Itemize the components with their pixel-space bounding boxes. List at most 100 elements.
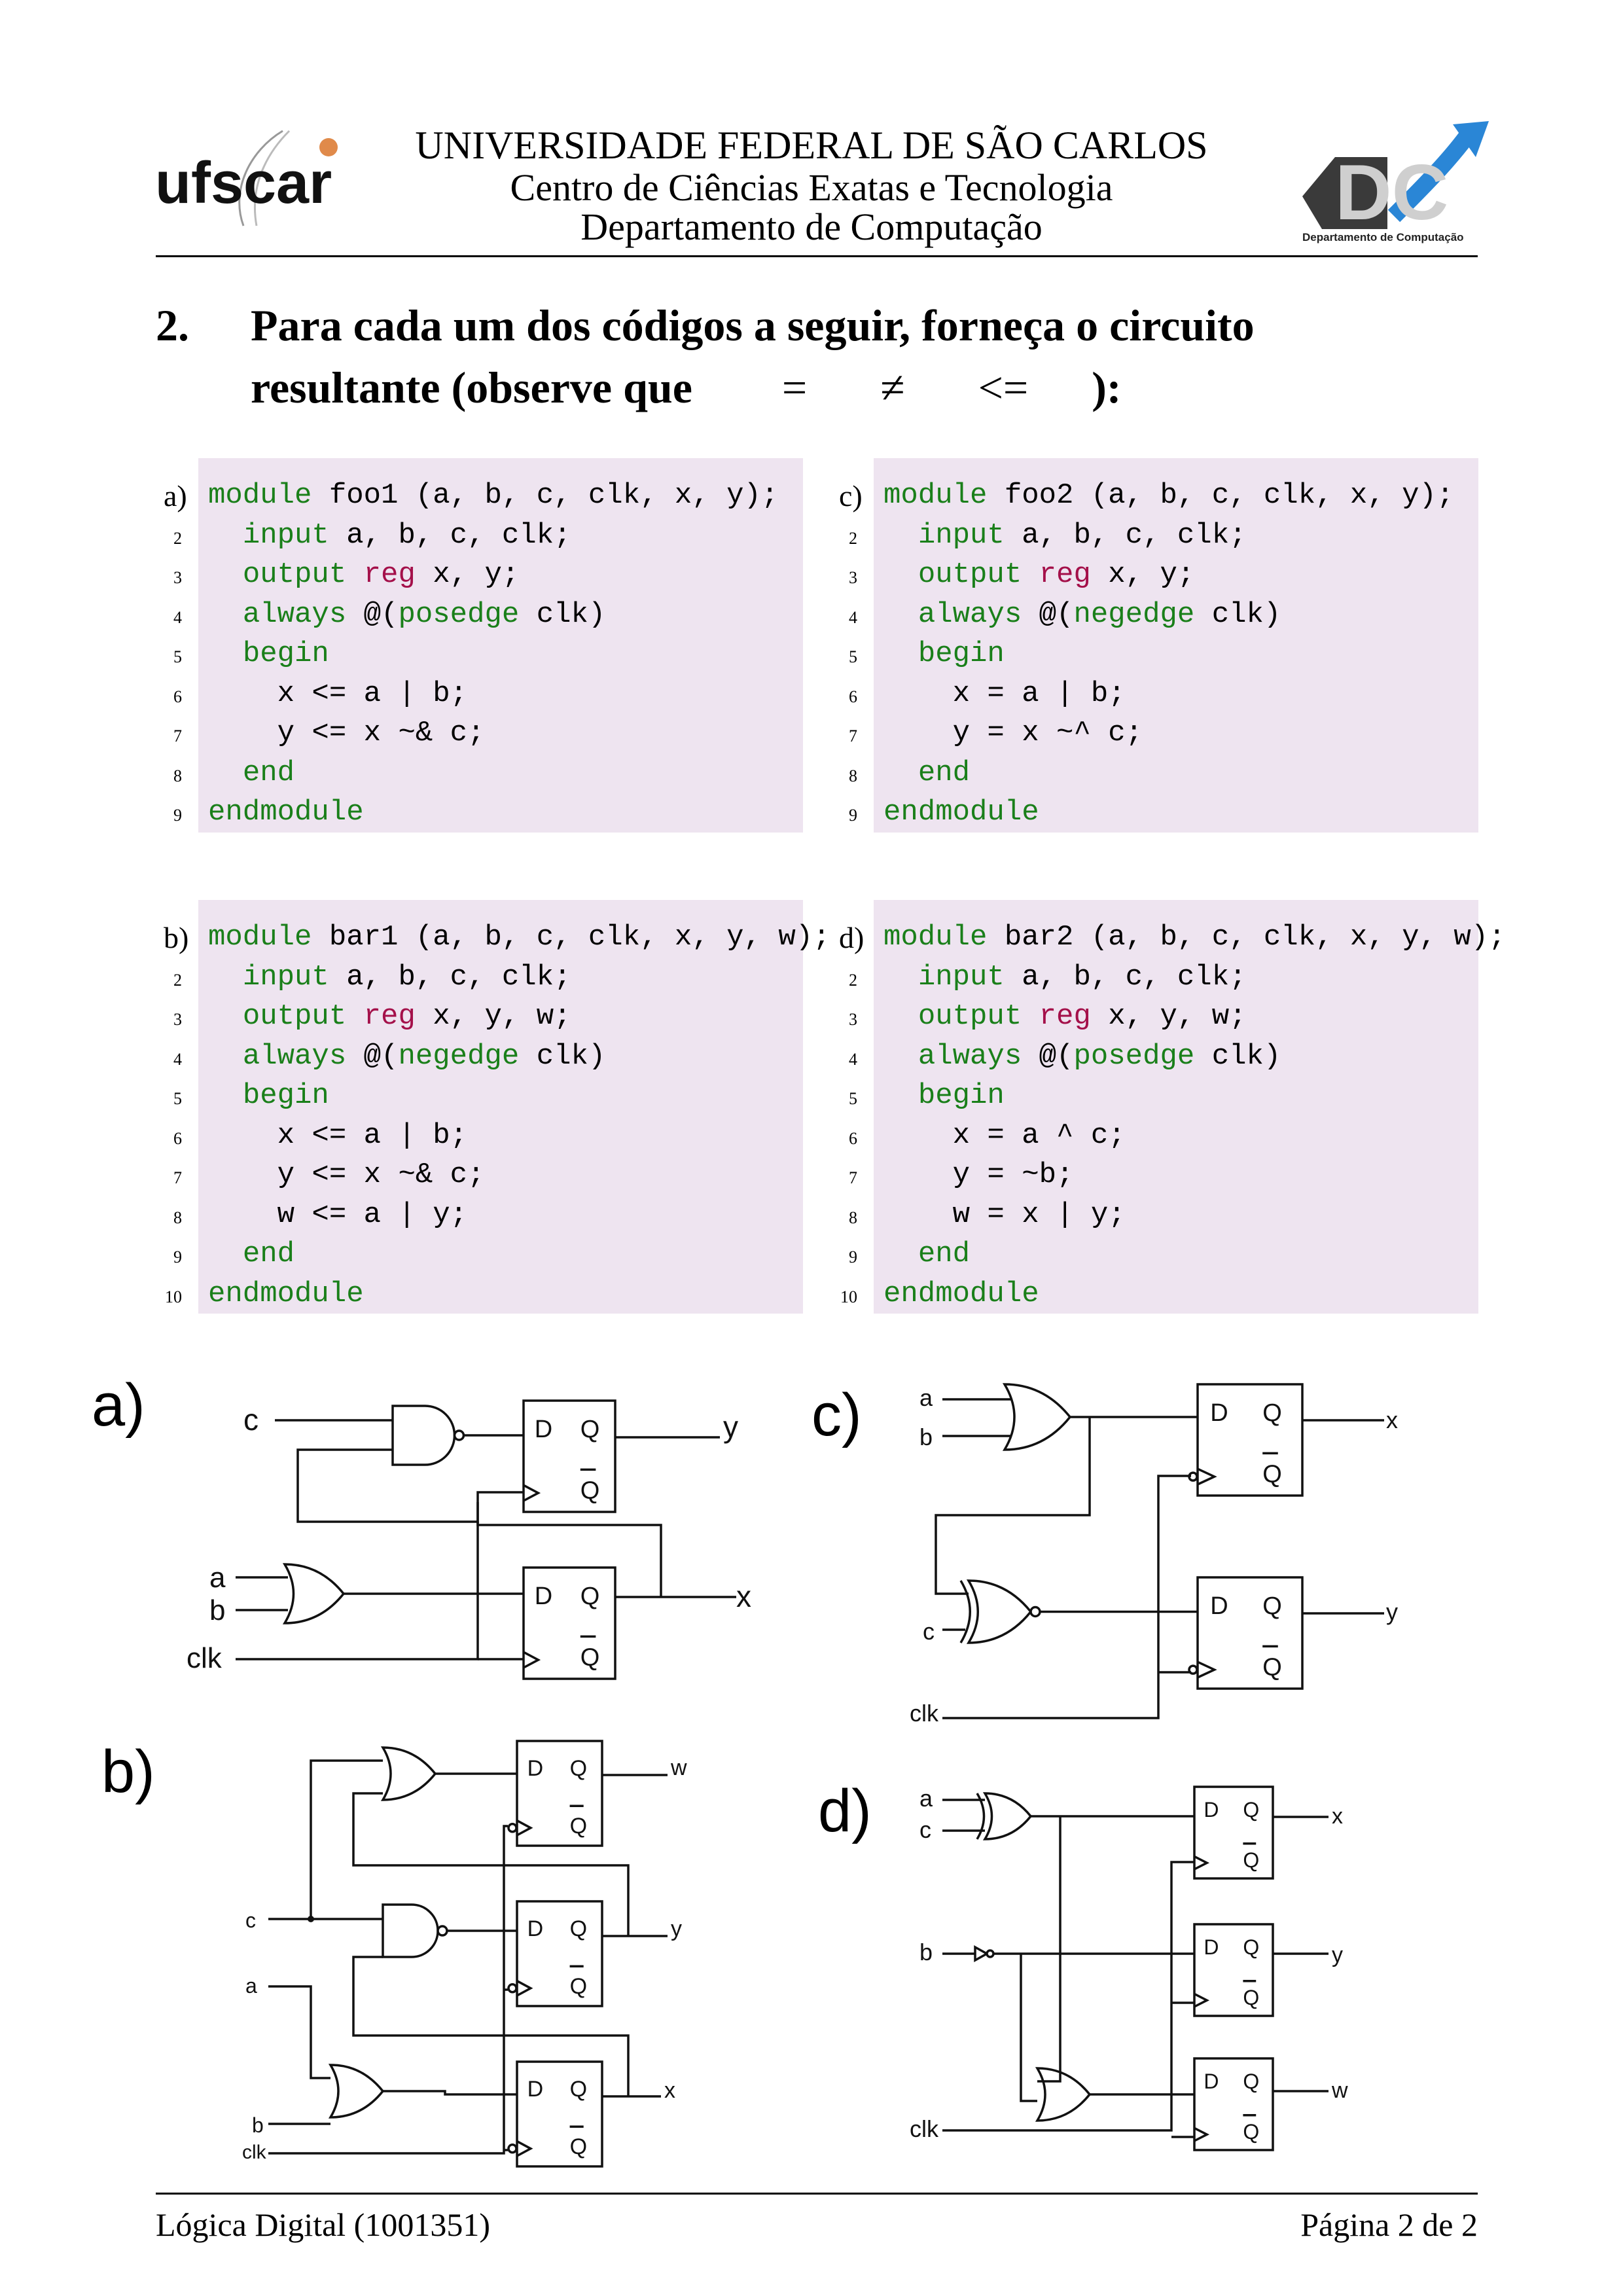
line-number: 7 <box>173 726 182 745</box>
code-line: endmodule <box>883 1277 1039 1310</box>
question-line-2: resultante (observe que = ≠ <= ): <box>251 357 1122 418</box>
or-gate <box>328 2064 385 2119</box>
ff-qbar-label: Q <box>580 1644 600 1672</box>
code-line: w <= a | y; <box>208 1198 468 1231</box>
wire <box>1037 1816 1061 2083</box>
flip-flop <box>1193 1785 1274 1880</box>
dc-logo-text: DC <box>1335 149 1448 236</box>
code-line: x <= a | b; <box>208 1119 468 1152</box>
gate-input-arc <box>959 1580 971 1643</box>
flip-flop <box>516 2060 603 2168</box>
line-number: 2 <box>173 970 182 990</box>
signal-label: x <box>736 1579 751 1613</box>
code-label-b: b) <box>164 921 189 954</box>
inversion-bubble <box>507 1823 518 1833</box>
inversion-bubble <box>1029 1605 1041 1618</box>
line-number: 8 <box>173 766 182 785</box>
inversion-bubble <box>986 1949 995 1958</box>
ff-d-label: D <box>1210 1592 1228 1620</box>
wire <box>476 1522 662 1597</box>
wire <box>352 1956 630 2096</box>
code-line: output reg x, y, w; <box>918 1000 1247 1033</box>
question-line-1: Para cada um dos códigos a seguir, forne… <box>251 300 1255 350</box>
line-number: 4 <box>173 1049 182 1069</box>
wire <box>935 1417 1091 1595</box>
circuit-label-d: d) <box>818 1778 872 1844</box>
question-line-2-suffix: ): <box>1092 363 1122 412</box>
signal-label: w <box>670 1755 687 1780</box>
signal-label: b <box>209 1594 225 1626</box>
code-label-a: a) <box>164 479 187 512</box>
wire <box>352 1792 630 1936</box>
signal-label: a <box>919 1384 933 1411</box>
wire <box>383 2090 517 2096</box>
signal-label: w <box>1331 2078 1348 2103</box>
code-line: end <box>918 1238 971 1270</box>
code-line: x = a | b; <box>883 677 1126 710</box>
symbol-not-equal: ≠ <box>880 363 905 412</box>
dc-logo: DC Departamento de Computação <box>1302 121 1489 243</box>
line-number: 4 <box>173 607 182 627</box>
center-name: Centro de Ciências Exatas e Tecnologia <box>510 166 1113 209</box>
signal-label: y <box>1332 1943 1343 1967</box>
line-number: 7 <box>849 726 857 745</box>
ff-q-label: Q <box>570 1756 587 1781</box>
code-line: x = a ^ c; <box>883 1119 1126 1152</box>
signal-label: clk <box>242 2142 267 2163</box>
flip-flop <box>516 1740 603 1847</box>
line-number: 7 <box>849 1168 857 1187</box>
wire <box>236 1502 479 1660</box>
ff-qbar-label: Q <box>1243 2120 1259 2144</box>
signal-label: a <box>209 1562 226 1594</box>
ufscar-logo-text: ufscar <box>155 151 332 216</box>
line-number: 8 <box>173 1208 182 1227</box>
code-line: endmodule <box>883 796 1039 829</box>
symbol-nonblocking: <= <box>978 363 1029 412</box>
signal-label: c <box>923 1618 935 1645</box>
ff-qbar-label: Q <box>570 1974 587 1999</box>
junction-dot <box>308 1916 314 1922</box>
wire <box>942 1861 1194 2132</box>
signal-label: y <box>671 1916 682 1941</box>
code-line: y <= x ~& c; <box>208 1158 485 1191</box>
circuit-label-c: c) <box>812 1382 862 1448</box>
line-number: 10 <box>840 1287 857 1306</box>
line-number: 6 <box>173 687 182 706</box>
flip-flop <box>1196 1383 1304 1497</box>
flip-flop <box>1193 1923 1274 2017</box>
signal-label: b <box>919 1939 933 1965</box>
line-number: 3 <box>849 568 857 587</box>
ff-q-label: Q <box>1243 1935 1259 1959</box>
line-number: 9 <box>849 806 857 825</box>
code-line: w = x | y; <box>883 1198 1126 1231</box>
or-gate <box>380 1746 437 1801</box>
signal-label: x <box>1386 1407 1398 1433</box>
line-number: 3 <box>173 1010 182 1029</box>
code-line: output reg x, y, w; <box>242 1000 571 1033</box>
ff-q-label: Q <box>580 1583 600 1610</box>
dc-logo-caption: Departamento de Computação <box>1302 231 1464 243</box>
code-line: end <box>242 1238 295 1270</box>
line-number: 9 <box>849 1247 857 1266</box>
line-number: 4 <box>849 607 857 627</box>
code-line: input a, b, c, clk; <box>242 518 571 552</box>
signal-label: x <box>1332 1804 1343 1829</box>
inversion-bubble <box>453 1429 465 1441</box>
code-line: begin <box>242 1079 329 1112</box>
or-gate <box>1035 2067 1092 2122</box>
code-line: input a, b, c, clk; <box>242 960 571 994</box>
code-line: end <box>918 756 971 789</box>
signal-label: clk <box>187 1642 223 1674</box>
flip-flop <box>522 1399 616 1513</box>
department-name: Departamento de Computação <box>580 206 1043 248</box>
university-name: UNIVERSIDADE FEDERAL DE SÃO CARLOS <box>415 124 1208 167</box>
code-line: always @(posedge clk) <box>918 1039 1281 1073</box>
signal-label: clk <box>910 2115 939 2142</box>
gate-input-arc <box>976 1793 986 1840</box>
ff-q-label: Q <box>570 1916 587 1941</box>
code-line: always @(posedge clk) <box>242 598 606 631</box>
line-number: 6 <box>849 1128 857 1148</box>
line-number: 9 <box>173 1247 182 1266</box>
code-line: y = x ~^ c; <box>883 717 1143 749</box>
